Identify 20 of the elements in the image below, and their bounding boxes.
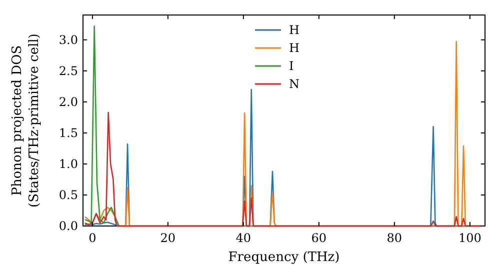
y-axis-title: Phonon projected DOS (States/THz·primitive cell): [10, 33, 42, 208]
y-tick-label: 0.5: [58, 188, 78, 202]
y-tick-label: 1.0: [58, 156, 78, 171]
legend-label: I: [289, 59, 294, 73]
y-tick-label: 2.5: [58, 64, 78, 78]
legend-label: N: [289, 77, 300, 91]
x-tick-label: 80: [386, 231, 402, 245]
y-tick-label: 2.0: [58, 94, 78, 109]
x-tick-label: 20: [160, 231, 176, 245]
x-tick-label: 40: [236, 231, 252, 245]
legend-label: H: [289, 23, 300, 37]
x-tick-label: 60: [311, 231, 327, 245]
y-tick-label: 3.0: [58, 32, 78, 47]
x-axis-title: Frequency (THz): [228, 250, 340, 265]
x-tick-label: 100: [458, 231, 482, 245]
line-series: [84, 112, 482, 227]
legend-label: H: [289, 41, 300, 55]
y-tick-label: 1.5: [58, 126, 78, 140]
x-tick-label: 0: [88, 231, 96, 245]
y-tick-label: 0.0: [58, 219, 78, 233]
